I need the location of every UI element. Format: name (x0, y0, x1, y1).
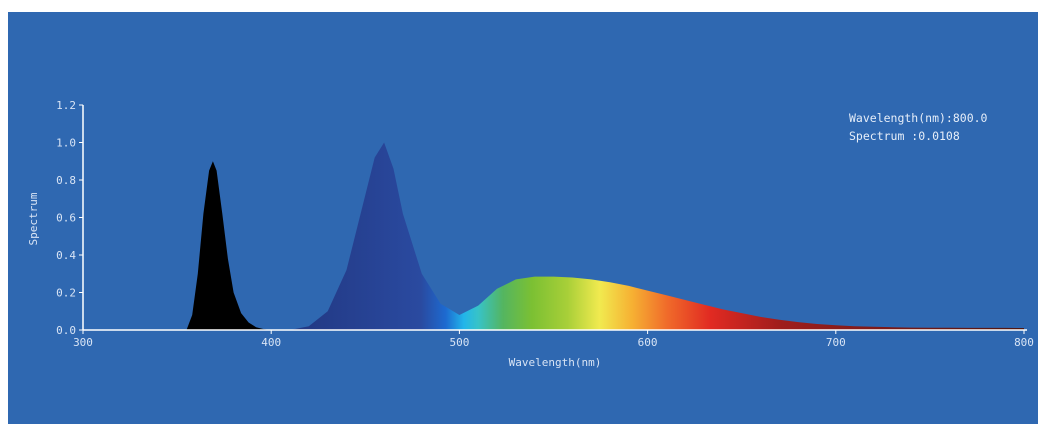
x-tick-label: 600 (638, 336, 658, 349)
y-tick-label: 0.6 (56, 212, 76, 225)
y-tick-label: 0.4 (56, 249, 76, 262)
y-tick-label: 0.0 (56, 324, 76, 337)
y-tick-label: 0.8 (56, 174, 76, 187)
x-axis-label: Wavelength(nm) (509, 356, 602, 369)
x-tick-label: 800 (1014, 336, 1034, 349)
spectrum-readout: Spectrum :0.0108 (849, 129, 960, 143)
y-tick-label: 1.0 (56, 137, 76, 150)
chart-ticks: 300 400 500 600 700 800 0.0 0.2 0.4 0.6 0.8 1.0 1.2 (56, 99, 1034, 349)
x-tick-label: 400 (261, 336, 281, 349)
x-tick-label: 700 (826, 336, 846, 349)
spectrum-areas (186, 142, 1024, 330)
chart-panel (8, 12, 1038, 424)
visible-spectrum-area (290, 142, 1024, 330)
y-axis-label: Spectrum (27, 192, 40, 245)
y-tick-label: 0.2 (56, 287, 76, 300)
y-tick-label: 1.2 (56, 99, 76, 112)
wavelength-readout: Wavelength(nm):800.0 (849, 111, 988, 125)
x-tick-label: 300 (73, 336, 93, 349)
x-tick-label: 500 (449, 336, 469, 349)
uv-peak-area (186, 161, 272, 330)
